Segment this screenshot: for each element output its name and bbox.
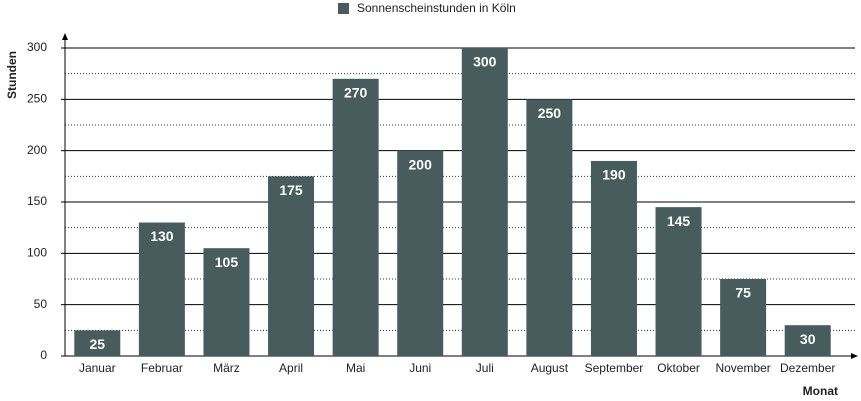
bar — [332, 78, 379, 357]
bar — [461, 48, 508, 356]
x-tick-label: Oktober — [657, 361, 700, 375]
value-label: 175 — [279, 182, 303, 198]
x-axis-arrow — [851, 353, 858, 359]
value-label: 25 — [90, 336, 106, 352]
value-label: 30 — [800, 331, 816, 347]
value-label: 130 — [150, 228, 174, 244]
value-label: 250 — [538, 105, 562, 121]
value-label: 270 — [344, 85, 368, 101]
legend-swatch — [338, 3, 349, 14]
x-tick-label: November — [715, 361, 770, 375]
value-label: 145 — [667, 213, 691, 229]
y-tick-label: 250 — [27, 92, 47, 106]
y-axis-label: Stunden — [5, 51, 19, 99]
y-tick-label: 50 — [34, 297, 48, 311]
value-label: 105 — [215, 254, 239, 270]
y-tick-label: 150 — [27, 194, 47, 208]
bar — [720, 279, 767, 356]
x-tick-label: September — [585, 361, 644, 375]
bar — [784, 325, 831, 356]
x-tick-label: Februar — [141, 361, 183, 375]
value-label: 200 — [409, 156, 433, 172]
y-tick-label: 0 — [40, 348, 47, 362]
bar — [590, 160, 637, 356]
y-tick-label: 200 — [27, 143, 47, 157]
bar — [526, 99, 573, 356]
x-axis-label: Monat — [803, 384, 838, 398]
bar — [203, 248, 250, 356]
bar — [138, 222, 185, 356]
bar — [74, 330, 121, 356]
x-tick-label: Dezember — [780, 361, 835, 375]
y-axis-arrow — [62, 33, 68, 40]
y-tick-label: 300 — [27, 40, 47, 54]
x-tick-label: April — [279, 361, 303, 375]
x-tick-label: März — [213, 361, 240, 375]
value-label: 190 — [602, 167, 626, 183]
x-tick-label: August — [531, 361, 569, 375]
x-tick-label: Juli — [476, 361, 494, 375]
x-tick-label: Juni — [409, 361, 431, 375]
bar — [397, 150, 444, 356]
bar — [655, 207, 702, 356]
value-label: 75 — [735, 285, 751, 301]
legend-label: Sonnenscheinstunden in Köln — [357, 1, 516, 15]
x-tick-label: Mai — [346, 361, 365, 375]
bar — [268, 176, 315, 356]
value-label: 300 — [473, 54, 497, 70]
y-tick-label: 100 — [27, 246, 47, 260]
x-tick-label: Januar — [79, 361, 116, 375]
